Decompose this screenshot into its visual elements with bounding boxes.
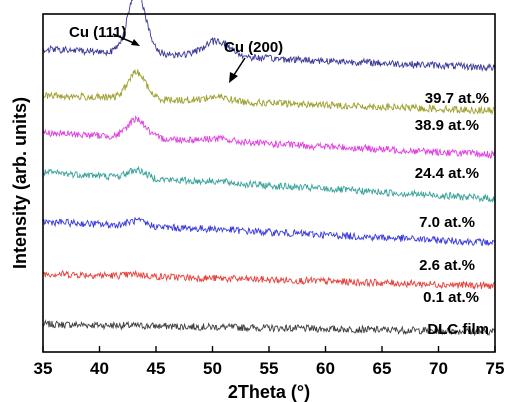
y-axis-title: Intensity (arb. units) xyxy=(10,97,30,269)
series-label: 7.0 at.% xyxy=(419,214,475,231)
peak-label-cu111: Cu (111) xyxy=(69,24,127,41)
series-label: 24.4 at.% xyxy=(415,165,479,182)
series-label: 38.9 at.% xyxy=(415,117,479,134)
peak-annotations: Cu (111) Cu (200) xyxy=(69,24,283,83)
series-label: 2.6 at.% xyxy=(419,257,475,274)
series-traces xyxy=(42,0,496,337)
series-line xyxy=(42,69,496,116)
arrowhead-icon xyxy=(229,72,238,83)
x-tick-label: 45 xyxy=(147,359,166,378)
arrow-icon xyxy=(112,33,137,45)
series-line xyxy=(42,0,496,72)
series-line xyxy=(42,217,496,247)
series-labels: DLC film 0.1 at.% 2.6 at.% 7.0 at.% 24.4 at.… xyxy=(415,90,489,338)
x-tick-label: 50 xyxy=(203,359,222,378)
x-tick-label: 60 xyxy=(316,359,335,378)
series-line xyxy=(42,269,496,291)
x-tick-label: 65 xyxy=(373,359,392,378)
x-tick-label: 40 xyxy=(90,359,109,378)
series-label: 0.1 at.% xyxy=(423,289,479,306)
x-axis-ticks: 35 40 45 50 55 60 65 70 75 xyxy=(34,346,505,378)
peak-label-cu200: Cu (200) xyxy=(224,39,283,56)
series-line xyxy=(42,114,496,159)
series-label: 39.7 at.% xyxy=(425,90,489,107)
arrowhead-icon xyxy=(131,39,140,46)
x-tick-label: 70 xyxy=(429,359,448,378)
series-line xyxy=(42,165,496,203)
x-tick-label: 75 xyxy=(486,359,505,378)
series-line xyxy=(42,319,496,337)
x-tick-label: 55 xyxy=(260,359,279,378)
x-tick-label: 35 xyxy=(34,359,53,378)
x-axis-title: 2Theta (°) xyxy=(228,382,310,402)
series-label: DLC film xyxy=(427,321,489,338)
